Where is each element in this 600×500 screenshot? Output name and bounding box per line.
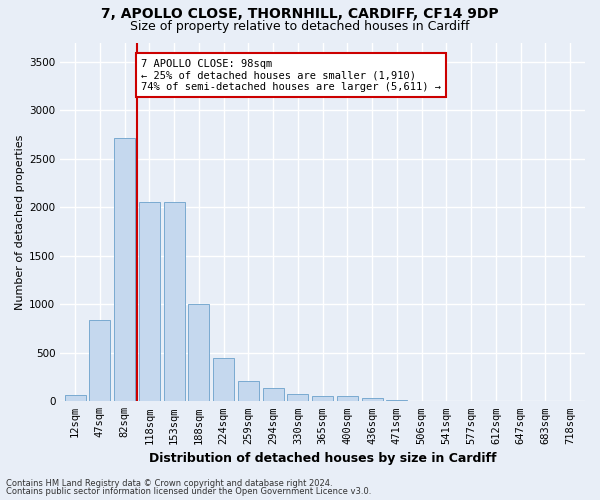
Bar	[337, 396, 358, 402]
Text: 7 APOLLO CLOSE: 98sqm
← 25% of detached houses are smaller (1,910)
74% of semi-d: 7 APOLLO CLOSE: 98sqm ← 25% of detached …	[141, 58, 441, 92]
Text: Contains public sector information licensed under the Open Government Licence v3: Contains public sector information licen…	[6, 487, 371, 496]
Bar	[188, 304, 209, 402]
Bar	[238, 381, 259, 402]
Y-axis label: Number of detached properties: Number of detached properties	[15, 134, 25, 310]
Text: Size of property relative to detached houses in Cardiff: Size of property relative to detached ho…	[130, 20, 470, 33]
Text: 7, APOLLO CLOSE, THORNHILL, CARDIFF, CF14 9DP: 7, APOLLO CLOSE, THORNHILL, CARDIFF, CF1…	[101, 8, 499, 22]
X-axis label: Distribution of detached houses by size in Cardiff: Distribution of detached houses by size …	[149, 452, 496, 465]
Bar	[287, 394, 308, 402]
Text: Contains HM Land Registry data © Crown copyright and database right 2024.: Contains HM Land Registry data © Crown c…	[6, 478, 332, 488]
Bar	[114, 138, 135, 402]
Bar	[65, 394, 86, 402]
Bar	[263, 388, 284, 402]
Bar	[213, 358, 234, 402]
Bar	[312, 396, 333, 402]
Bar	[386, 400, 407, 402]
Bar	[362, 398, 383, 402]
Bar	[164, 202, 185, 402]
Bar	[139, 202, 160, 402]
Bar	[89, 320, 110, 402]
